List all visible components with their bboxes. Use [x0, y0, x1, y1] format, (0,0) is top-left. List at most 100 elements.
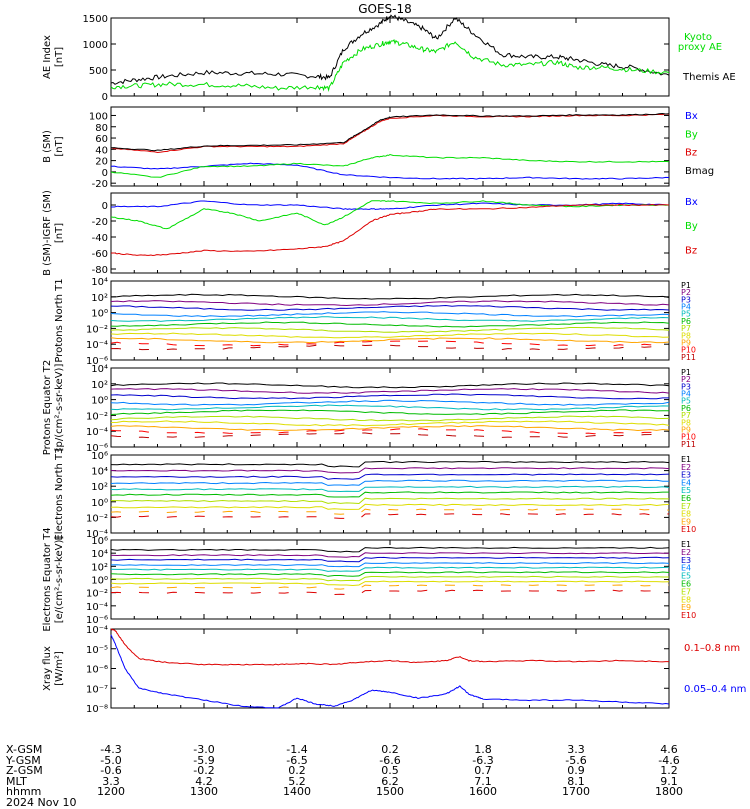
ytick-label: 10²: [91, 562, 108, 573]
ephemeris-value: 1.2: [660, 764, 678, 777]
channel-line-p2: [110, 300, 670, 307]
y-axis-label: Protons North T1: [54, 278, 65, 362]
channel-label: P9: [681, 425, 691, 434]
channel-line-e2: [110, 467, 670, 474]
channel-line-p7: [110, 415, 670, 422]
channel-line-p6: [110, 409, 670, 416]
ephemeris-value: 7.1: [474, 774, 492, 788]
plot-title: GOES-18: [358, 2, 412, 16]
series-line: [110, 14, 670, 85]
panel-pe: 10⁴ 10² 10⁰ 10⁻² 10⁻⁴ 10⁻⁶ Protons Equator T2[…: [42, 360, 696, 456]
ephemeris-value: 3.3: [567, 743, 585, 756]
channel-line-e10: [110, 589, 670, 596]
channel-label: E6: [681, 494, 691, 503]
ytick-label: 1000: [83, 40, 108, 51]
channel-line-p6: [110, 321, 670, 328]
ytick-label: 10⁴: [91, 277, 108, 288]
ephemeris-value: 6.2: [381, 774, 399, 788]
ephemeris-value: 5.2: [288, 774, 306, 788]
channel-label: P11: [681, 440, 696, 449]
channel-label: E10: [681, 525, 696, 534]
ephemeris-value: 1300: [190, 785, 218, 798]
channel-line-p3: [110, 304, 670, 311]
ytick-label: 10⁻²: [86, 324, 108, 335]
channel-line-p7: [110, 326, 670, 333]
y-axis-label: B (SM): [42, 130, 53, 163]
ephemeris-labels: X-GSM Y-GSM Z-GSM MLT hhmm 2024 Nov 10: [6, 743, 77, 809]
channel-label: P10: [681, 346, 696, 355]
channel-line-e3: [110, 556, 670, 563]
ytick-label: 10⁰: [91, 309, 108, 320]
y-axis-label: [nT]: [54, 223, 65, 243]
y-axis-label: [nT]: [54, 47, 65, 67]
channel-line-p3: [110, 393, 669, 400]
channel-label: E4: [681, 564, 691, 573]
channel-label: P5: [681, 397, 691, 406]
legend-bz: Bz: [685, 245, 697, 256]
ytick-label: 60: [95, 134, 108, 145]
channel-label: P6: [681, 317, 691, 326]
ephemeris-value: -6.5: [286, 753, 308, 767]
ytick-label: 10⁻⁷: [86, 684, 108, 695]
channel-line-e1: [110, 460, 670, 468]
channel-label: E7: [681, 587, 691, 596]
series-line: [110, 162, 670, 180]
ephemeris-value: 0.2: [381, 743, 399, 756]
ephemeris-value: 1.8: [474, 743, 492, 756]
ytick-label: 10⁴: [91, 549, 108, 560]
channel-label: P2: [681, 288, 691, 297]
channel-label: E3: [681, 471, 691, 480]
y-axis-label: [W/m²]: [54, 651, 65, 686]
ytick-label: 10⁻²: [86, 411, 108, 422]
channel-label: P3: [681, 295, 691, 304]
ephemeris-column: 3.3 -5.6 0.9 8.1 1700: [546, 743, 606, 798]
series-line: [110, 113, 670, 154]
channel-label: P11: [681, 353, 696, 362]
channel-label: E1: [681, 540, 691, 549]
ephemeris-value: 1500: [376, 785, 404, 798]
ephemeris-value: 4.2: [195, 774, 213, 788]
channel-label: E5: [681, 486, 691, 495]
ytick-label: 10⁻⁸: [86, 704, 108, 715]
ephemeris-value: 0.7: [474, 764, 492, 777]
channel-line-p2: [110, 388, 670, 394]
ytick-label: -20: [92, 217, 108, 228]
ephemeris-column: -1.4 -6.5 0.2 5.2 1400: [267, 744, 327, 798]
eph-label-hhmm: hhmm: [6, 785, 42, 798]
legend-themis-ae: Themis AE: [682, 72, 736, 83]
eph-label-date: 2024 Nov 10: [6, 795, 77, 809]
channel-label: P4: [681, 390, 691, 399]
channel-label: P10: [681, 433, 696, 442]
channel-line-e3: [110, 473, 670, 480]
channel-line-e9: [110, 584, 670, 591]
ytick-label: -40: [92, 233, 108, 244]
ytick-label: 0: [102, 92, 108, 103]
channel-line-e6: [110, 571, 670, 577]
panel-en: 10⁶ 10⁴ 10² 10⁰ 10⁻² 10⁻⁴ Electrons North T3 E1…: [54, 447, 696, 540]
channel-label: P1: [681, 368, 691, 377]
y-axis-label: [nT]: [54, 136, 65, 156]
ytick-label: 10⁻⁶: [86, 665, 108, 676]
ephemeris-value: -5.0: [100, 753, 122, 767]
channel-line-e5: [110, 485, 670, 493]
ytick-label: 10⁻⁴: [86, 427, 108, 438]
ytick-label: 10²: [91, 380, 108, 391]
channel-line-p10: [110, 428, 669, 435]
ephemeris-column: 1.8 -6.3 0.7 7.1 1600: [453, 743, 513, 798]
ytick-label: 40: [95, 145, 108, 156]
legend-bx: Bx: [685, 111, 698, 122]
legend-bx: Bx: [685, 197, 698, 208]
channel-line-e4: [110, 562, 670, 568]
ephemeris-value: -6.6: [379, 753, 401, 767]
ephemeris-value: 8.1: [567, 774, 585, 788]
ephemeris-value: -4.3: [100, 743, 122, 756]
ephemeris-value: -6.3: [472, 753, 494, 767]
ephemeris-value: 1700: [562, 785, 590, 798]
ytick-label: -60: [92, 249, 108, 260]
ephemeris-value: 1400: [283, 785, 311, 798]
channel-line-p9: [110, 425, 670, 432]
channel-label: P7: [681, 324, 691, 333]
eph-label-xgsm: X-GSM: [6, 743, 43, 756]
